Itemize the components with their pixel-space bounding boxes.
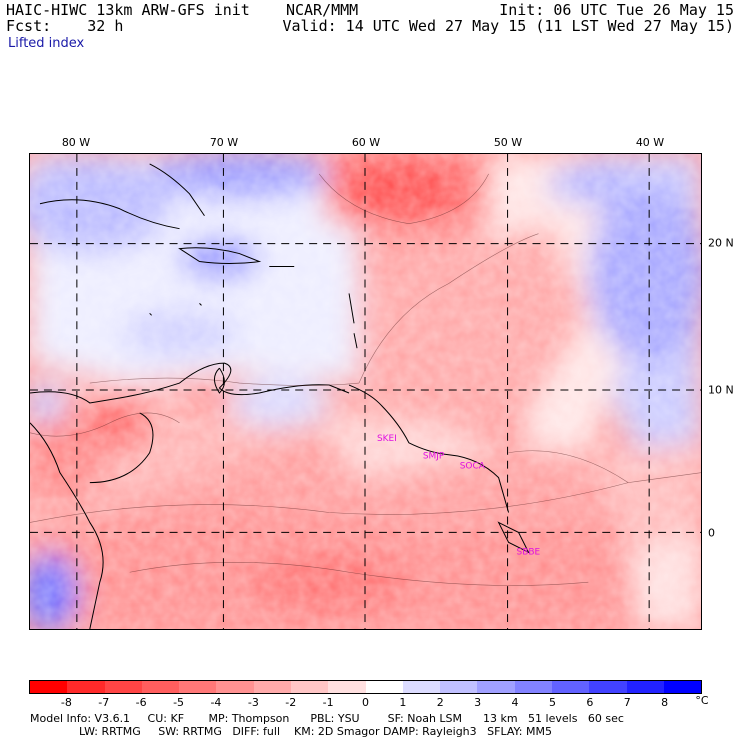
- colorbar: [29, 680, 702, 694]
- colorbar-swatch: [514, 681, 552, 693]
- lifted-index-map: SKEI SMJP SOCA SBBE: [29, 153, 702, 630]
- colorbar-tick-label: 0: [362, 696, 369, 709]
- station-sbbe: SBBE: [517, 547, 541, 557]
- colorbar-tick-label: 8: [661, 696, 669, 709]
- colorbar-swatch: [30, 681, 68, 693]
- colorbar-tick-label: -2: [285, 696, 297, 709]
- colorbar-swatch: [290, 681, 329, 693]
- model-info-line1: Model Info: V3.6.1 CU: KF MP: Thompson P…: [30, 712, 624, 725]
- colorbar-swatch: [551, 681, 590, 693]
- colorbar-tick-label: 5: [548, 696, 556, 709]
- coastlines: [30, 163, 530, 629]
- lon-label-50w: 50 W: [493, 136, 523, 149]
- colorbar-swatch: [216, 681, 254, 693]
- colorbar-swatch: [440, 681, 478, 693]
- lon-label-40w: 40 W: [635, 136, 665, 149]
- colorbar-tick-label: -4: [210, 696, 222, 709]
- init-time: Init: 06 UTC Tue 26 May 15: [499, 1, 734, 19]
- lat-label-20n: 20 N: [708, 236, 734, 250]
- lat-label-10n: 10 N: [708, 383, 734, 397]
- station-smjp: SMJP: [423, 452, 445, 462]
- station-soca: SOCA: [460, 462, 486, 472]
- colorbar-tick-label: 2: [436, 696, 444, 709]
- colorbar-tick-label: 7: [623, 696, 631, 709]
- colorbar-tick-label: 1: [399, 696, 407, 709]
- colorbar-swatch: [179, 681, 217, 693]
- colorbar-tick-label: 3: [474, 696, 482, 709]
- colorbar-swatch: [328, 681, 366, 693]
- colorbar-tick-label: -1: [322, 696, 334, 709]
- colorbar-tick-label: -5: [173, 696, 185, 709]
- colorbar-swatch: [253, 681, 291, 693]
- lat-label-0: 0: [708, 526, 715, 540]
- colorbar-swatch: [477, 681, 515, 693]
- lon-label-70w: 70 W: [209, 136, 239, 149]
- lon-label-60w: 60 W: [351, 136, 381, 149]
- colorbar-swatch: [626, 681, 664, 693]
- colorbar-swatch: [141, 681, 180, 693]
- colorbar-swatch: [663, 681, 702, 693]
- colorbar-swatch: [104, 681, 142, 693]
- field-name: Lifted index: [8, 36, 85, 51]
- contours: [30, 173, 701, 586]
- colorbar-swatch: [402, 681, 441, 693]
- colorbar-swatch: [589, 681, 627, 693]
- model-info-line2: LW: RRTMG SW: RRTMG DIFF: full KM: 2D Sm…: [30, 725, 552, 738]
- lat-lon-grid: [30, 154, 701, 629]
- colorbar-swatch: [365, 681, 403, 693]
- colorbar-tick-label: -7: [98, 696, 110, 709]
- colorbar-unit: °C: [695, 694, 709, 707]
- colorbar-tick-label: -6: [135, 696, 147, 709]
- lon-label-80w: 80 W: [61, 136, 91, 149]
- valid-time: Valid: 14 UTC Wed 27 May 15 (11 LST Wed …: [282, 17, 734, 35]
- forecast-hour: Fcst: 32 h: [6, 17, 124, 35]
- colorbar-tick-label: 6: [586, 696, 594, 709]
- colorbar-tick-label: 4: [511, 696, 519, 709]
- station-skei: SKEI: [377, 434, 397, 444]
- model-title: HAIC-HIWC 13km ARW-GFS init NCAR/MMM: [6, 1, 359, 19]
- colorbar-tick-label: -3: [247, 696, 259, 709]
- colorbar-tick-label: -8: [60, 696, 72, 709]
- colorbar-swatch: [67, 681, 105, 693]
